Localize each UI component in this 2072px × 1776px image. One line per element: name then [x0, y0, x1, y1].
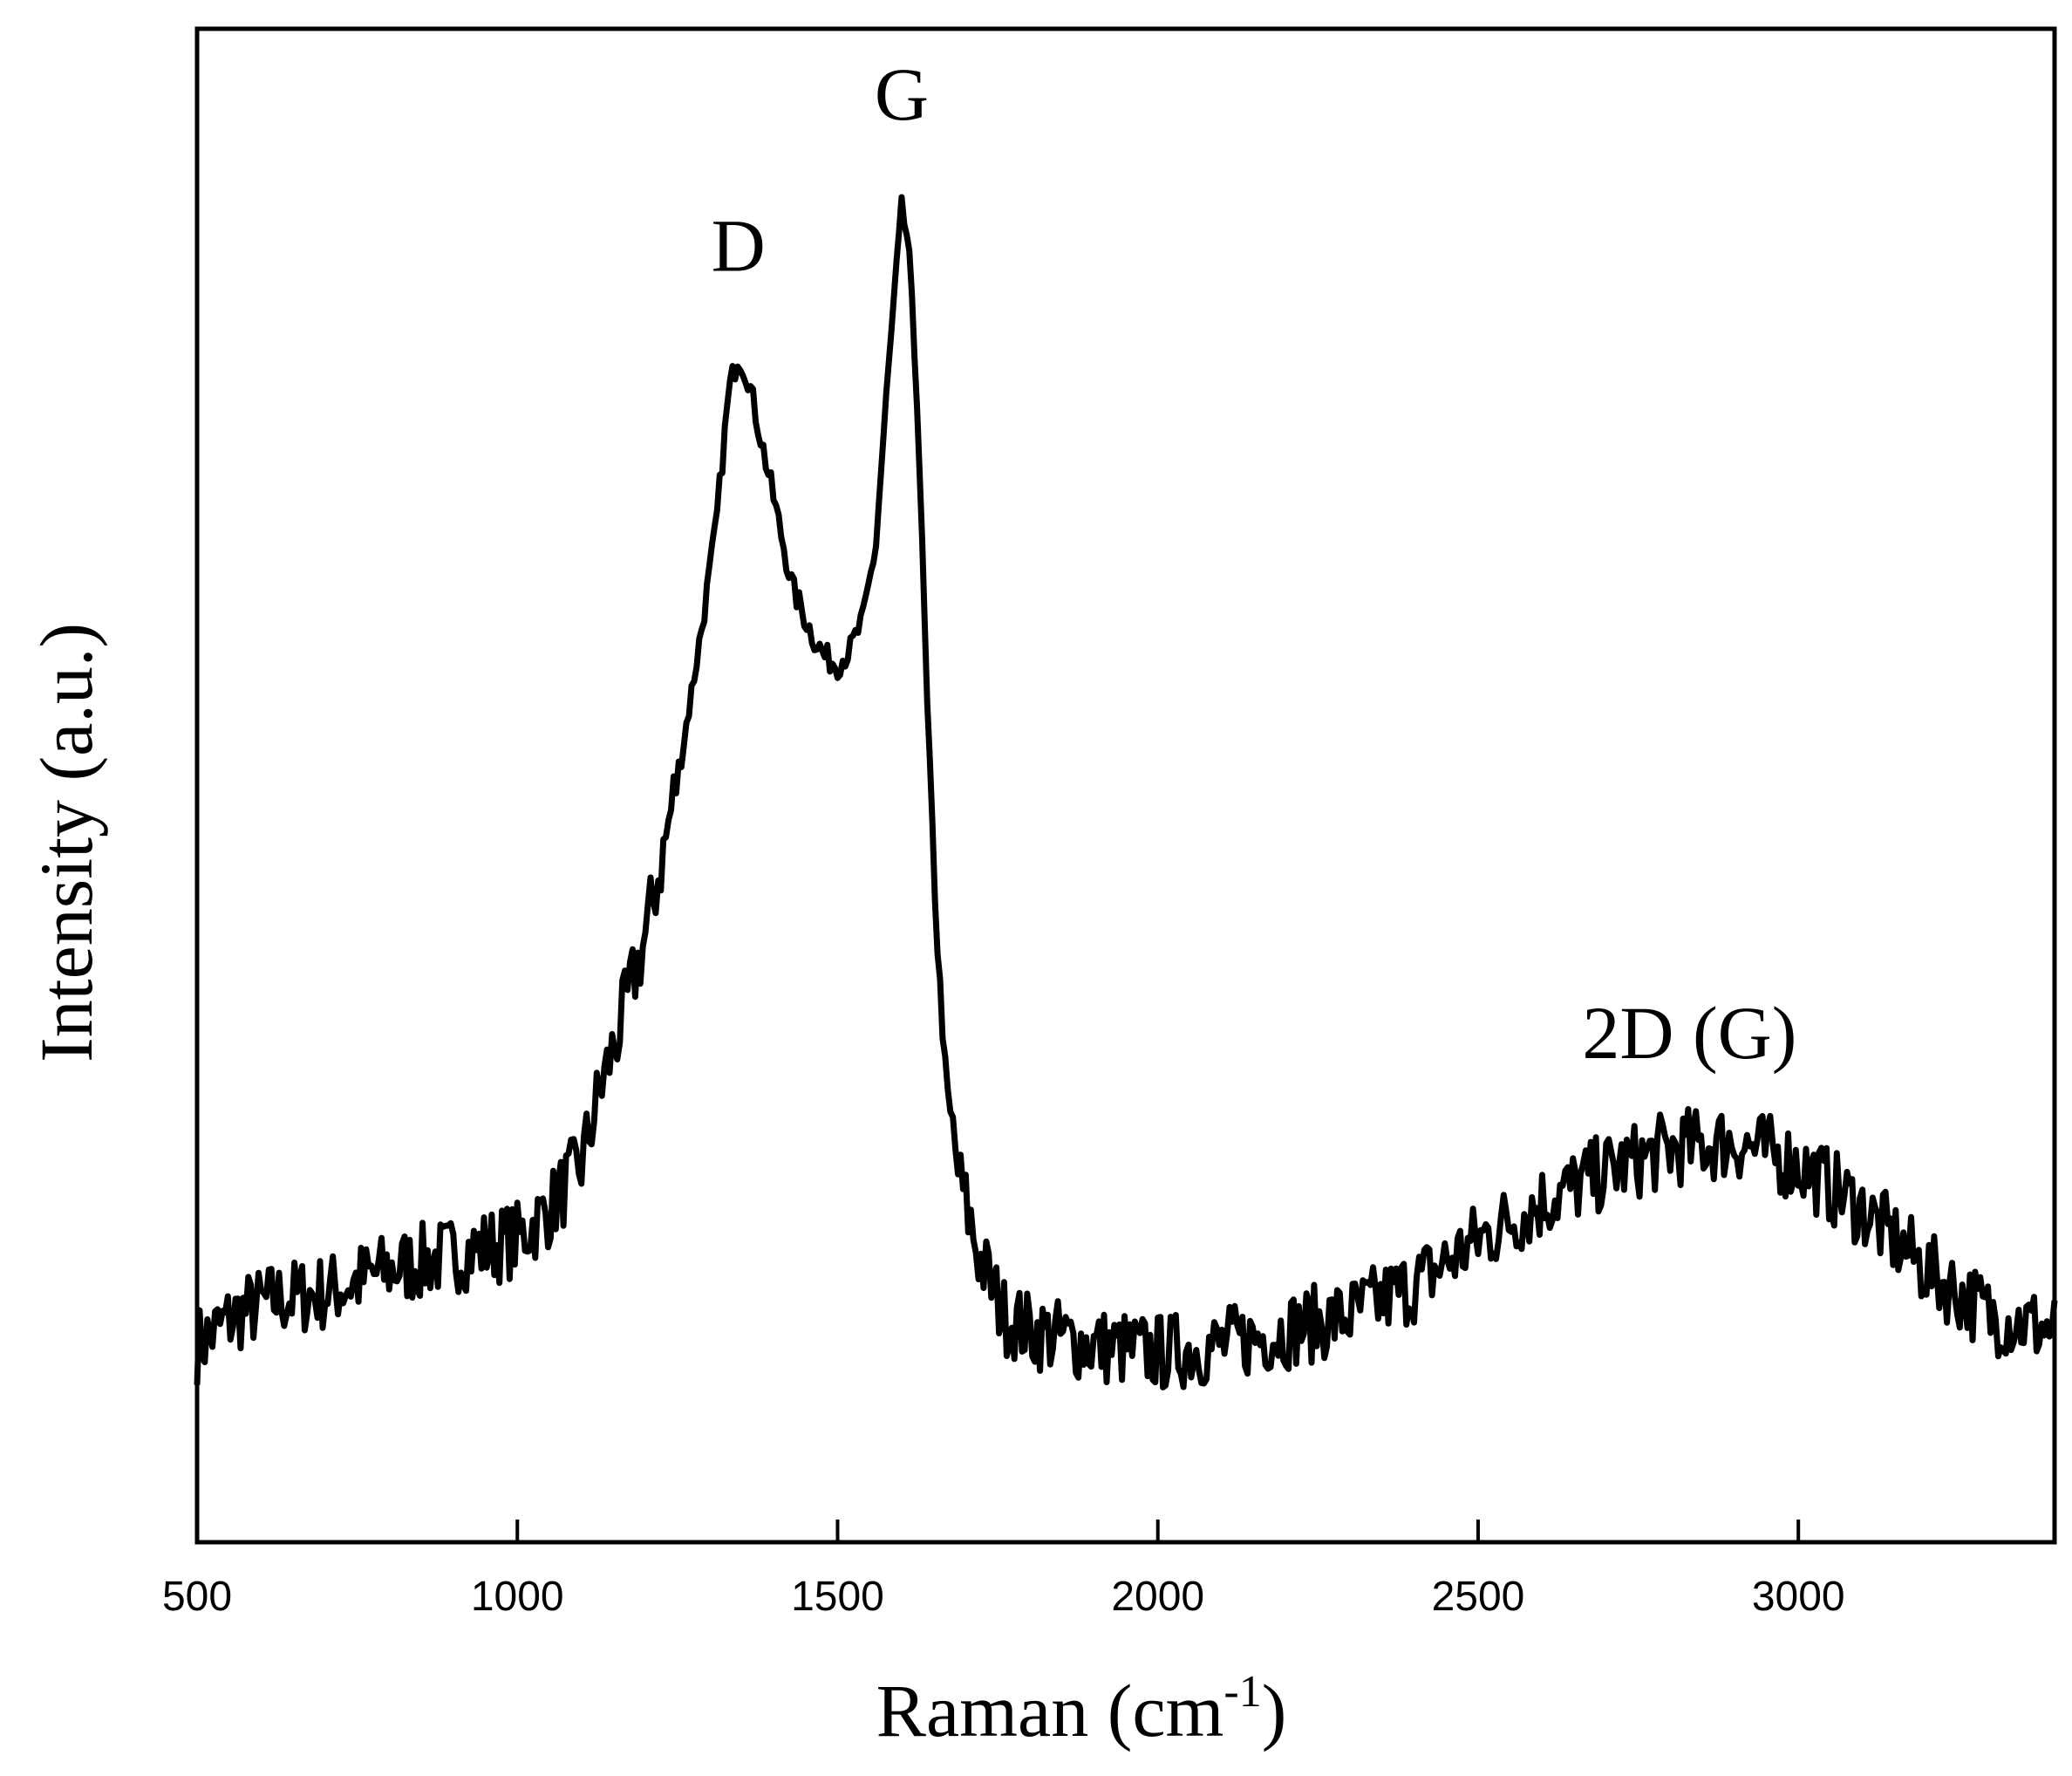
peak-label: G [875, 52, 929, 136]
x-tick-label: 2500 [1432, 1574, 1525, 1620]
x-axis-title: Raman (cm-1) [876, 1667, 1287, 1752]
peak-label: 2D (G) [1582, 991, 1796, 1075]
x-tick-label: 2000 [1111, 1574, 1204, 1620]
plot-frame [194, 26, 2057, 1545]
plot-area: 500 1000 1500 2000 2500 3000 D G 2D (G) [162, 26, 2058, 1620]
x-tick-label: 500 [162, 1574, 232, 1620]
x-tick-label: 1500 [791, 1574, 884, 1620]
annotation-layer: D G 2D (G) [712, 52, 1797, 1075]
x-axis-ticks: 500 1000 1500 2000 2500 3000 [162, 1520, 1845, 1620]
raman-spectrum-line [194, 194, 2058, 1390]
x-tick-label: 1000 [471, 1574, 564, 1620]
peak-label: D [712, 204, 766, 288]
x-tick-label: 3000 [1752, 1574, 1845, 1620]
x-axis-title-end: ) [1262, 1669, 1287, 1752]
x-axis-title-superscript: -1 [1223, 1667, 1261, 1717]
series-layer [194, 194, 2058, 1390]
y-axis-title: Intensity (a.u.) [24, 623, 108, 1062]
